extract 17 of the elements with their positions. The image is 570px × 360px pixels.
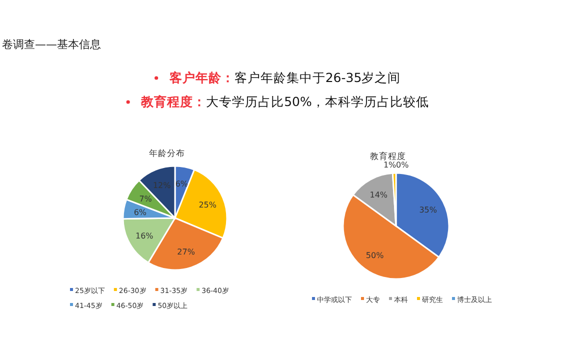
data-label: 12% — [152, 181, 172, 190]
data-label: 14% — [370, 190, 388, 200]
data-label: 50% — [366, 251, 384, 260]
text: 0% — [396, 160, 409, 170]
text: 卷调查——基本信息 — [2, 38, 101, 51]
chart-title: 年龄分布 — [149, 148, 185, 159]
text: 客户年龄：客户年龄集中于26-35岁之间 — [168, 70, 401, 85]
data-label: 27% — [177, 248, 196, 257]
data-label: 35% — [419, 206, 438, 215]
chart-title: 教育程度 — [370, 151, 406, 162]
data-label: 7% — [139, 194, 152, 204]
data-label: 16% — [135, 232, 154, 241]
text: 教育程度：大专学历占比50%，本科学历占比较低 — [140, 94, 429, 109]
data-label: 25% — [198, 200, 217, 210]
data-label: 6% — [134, 208, 147, 217]
data-label: 6% — [175, 179, 188, 188]
data-label: 1% — [383, 160, 397, 170]
